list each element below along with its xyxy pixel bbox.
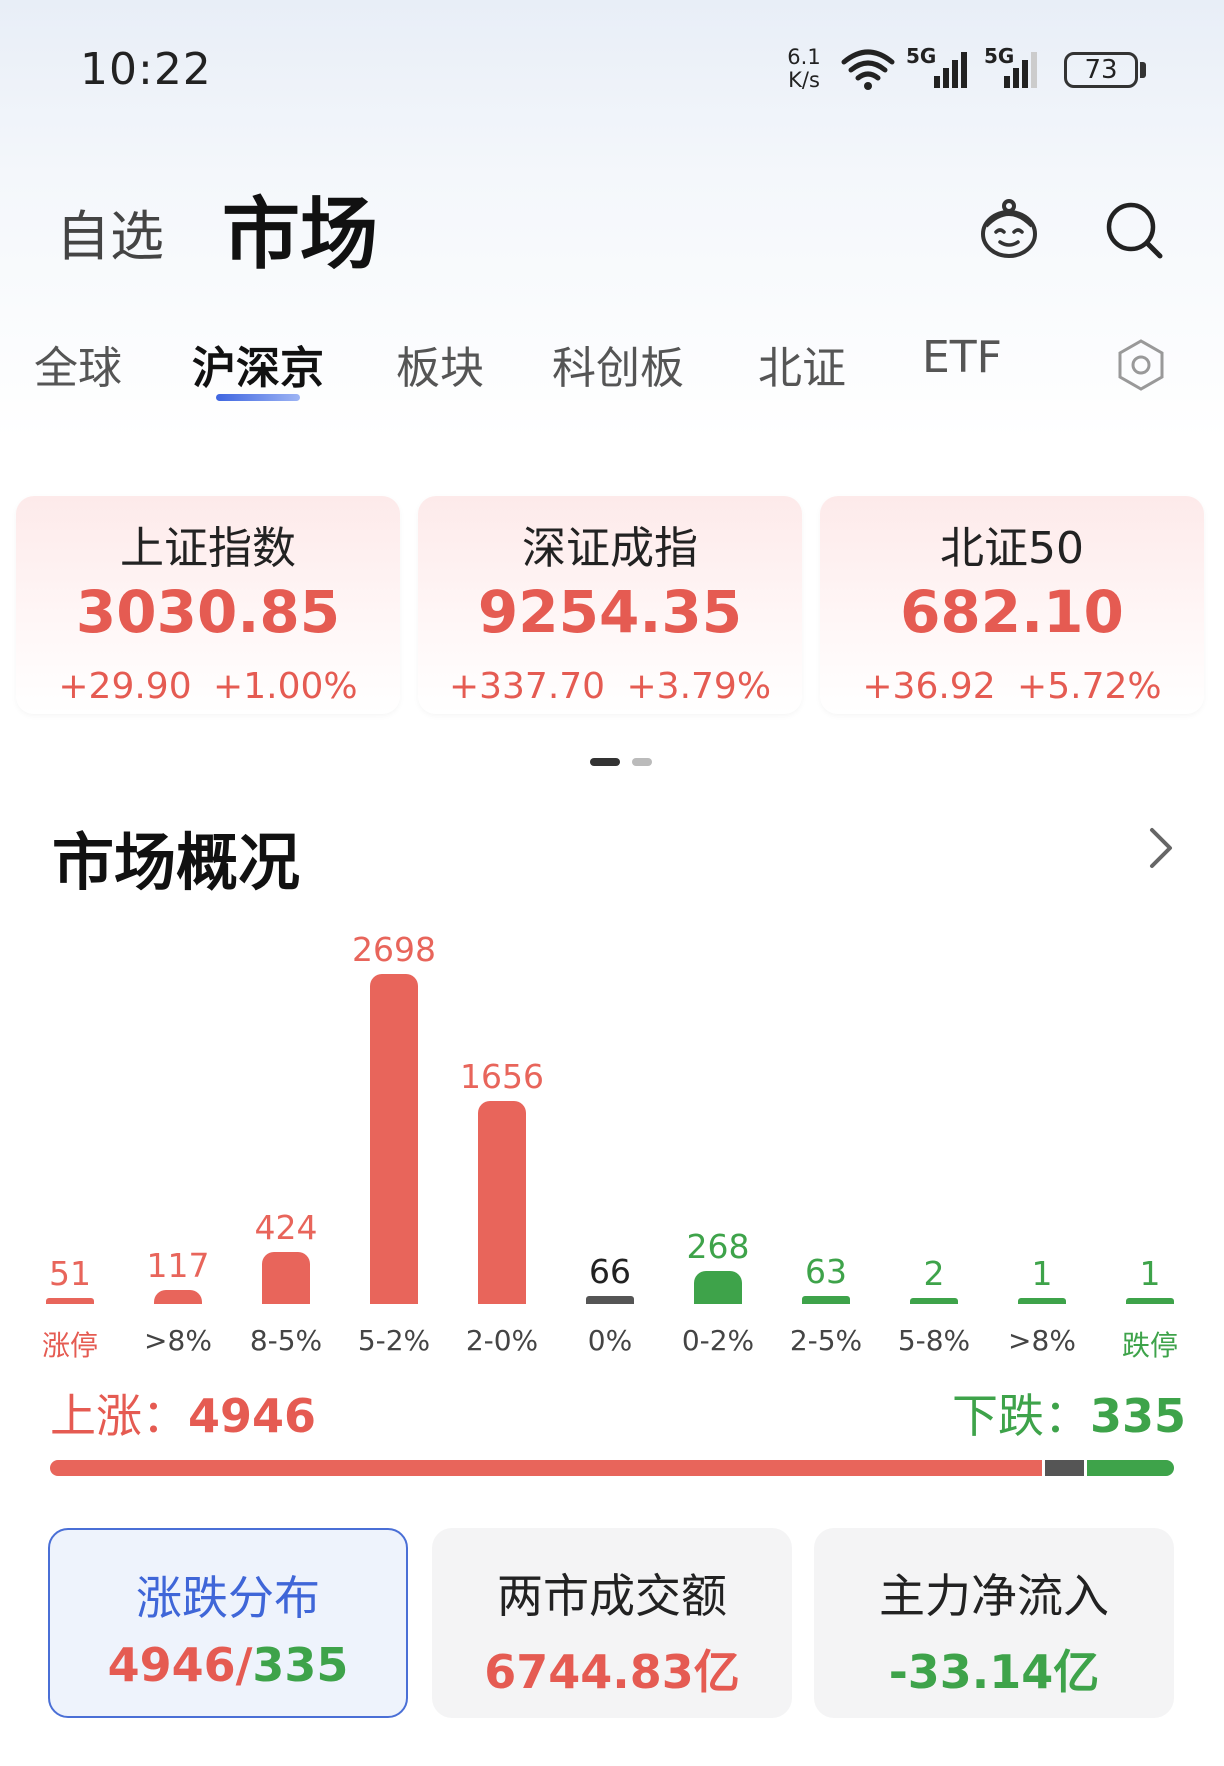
chevron-right-icon[interactable] [1146,826,1176,870]
chart-bar [46,1298,94,1304]
carousel-dot-active [590,758,620,766]
chart-value-label: 424 [254,1208,318,1247]
ratio-flat-segment [1045,1460,1084,1476]
nav-market[interactable]: 市场 [222,190,379,280]
index-card-shenzhen[interactable]: 深证成指 9254.35 +337.70 +3.79% [418,496,802,714]
chart-bar [1018,1298,1066,1304]
cell-signal-1: 5G [906,44,976,92]
nav-watchlist[interactable]: 自选 [56,205,164,268]
chart-bar [154,1290,202,1304]
card-value-sep: / [235,1638,253,1692]
ratio-down-segment [1087,1460,1174,1476]
card-value-down: 335 [252,1638,349,1692]
chart-bar [478,1101,526,1304]
chart-value-label: 1656 [460,1057,544,1096]
chart-value-label: 117 [146,1246,210,1285]
tab-hs-jing[interactable]: 沪深京 [192,343,324,394]
header-background [0,0,1224,440]
card-value-up: 4946 [107,1638,236,1692]
down-count: 下跌：335 [952,1380,1186,1446]
tab-sectors[interactable]: 板块 [396,343,484,394]
chart-value-label: 66 [589,1252,631,1291]
active-tab-indicator [216,394,300,401]
card-value: 6744.83亿 [484,1645,740,1699]
up-count: 上涨：4946 [50,1380,316,1446]
chart-value-label: 63 [805,1252,847,1291]
up-down-ratio-bar [50,1460,1174,1476]
index-card-shanghai[interactable]: 上证指数 3030.85 +29.90 +1.00% [16,496,400,714]
index-value: 3030.85 [75,578,341,646]
chart-category-label: 5-2% [357,1324,431,1357]
chart-category-label: 2-0% [465,1324,539,1357]
down-label: 下跌： [952,1389,1090,1443]
status-time: 10:22 [80,44,212,95]
card-up-down-distribution[interactable]: 涨跌分布 4946/335 [48,1528,408,1718]
card-title: 两市成交额 [497,1569,727,1623]
index-name: 北证50 [940,523,1084,574]
chart-bar [910,1298,958,1304]
index-card-beijing50[interactable]: 北证50 682.10 +36.92 +5.72% [820,496,1204,714]
tab-etf[interactable]: ETF [922,332,1002,383]
chart-category-label: 0% [587,1324,633,1357]
chart-value-label: 2 [923,1254,945,1293]
section-title: 市场概况 [52,826,301,899]
battery-icon: 73 [1064,52,1138,88]
chart-value-label: 268 [686,1227,750,1266]
index-value: 9254.35 [477,578,743,646]
chart-value-label: 51 [49,1254,91,1293]
index-name: 上证指数 [120,523,296,574]
network-speed-value: 6.1 [787,45,821,69]
battery-level: 73 [1084,55,1118,85]
signal-bars-icon [1004,52,1037,88]
search-icon[interactable] [1104,200,1166,262]
network-type-label: 5G [906,44,937,68]
signal-bars-icon [934,52,967,88]
chart-bar [1126,1298,1174,1304]
assistant-robot-icon[interactable] [976,198,1042,262]
network-speed: 6.1 K/s [784,46,824,92]
card-value: -33.14亿 [888,1645,1100,1699]
chart-value-label: 1 [1139,1254,1161,1293]
up-label: 上涨： [50,1389,188,1443]
tab-settings-icon[interactable] [1116,338,1166,392]
chart-bar [586,1296,634,1304]
ratio-up-segment [50,1460,1042,1476]
chart-category-label: 跌停 [1121,1329,1178,1362]
chart-category-label: >8% [144,1324,212,1357]
card-title: 涨跌分布 [136,1571,320,1625]
chart-value-label: 1 [1031,1254,1053,1293]
index-value: 682.10 [900,578,1124,646]
chart-bar [694,1271,742,1304]
network-speed-unit: K/s [788,68,820,92]
chart-category-label: 8-5% [249,1324,323,1357]
card-main-net-inflow[interactable]: 主力净流入 -33.14亿 [814,1528,1174,1718]
network-type-label: 5G [984,44,1015,68]
tab-beijing[interactable]: 北证 [758,343,846,394]
chart-category-label: 5-8% [897,1324,971,1357]
chart-category-label: 0-2% [681,1324,755,1357]
index-name: 深证成指 [522,523,698,574]
card-turnover[interactable]: 两市成交额 6744.83亿 [432,1528,792,1718]
chart-bar [370,974,418,1304]
card-title: 主力净流入 [879,1569,1109,1623]
chart-value-label: 2698 [352,930,436,969]
tab-star-market[interactable]: 科创板 [552,343,684,394]
chart-category-label: 涨停 [41,1329,98,1362]
chart-category-label: 2-5% [789,1324,863,1357]
carousel-dot [632,758,652,766]
chart-bar [802,1296,850,1304]
down-value: 335 [1090,1389,1187,1443]
wifi-icon [841,49,895,90]
index-change: +337.70 +3.79% [448,666,772,707]
battery-tip [1140,62,1146,78]
up-value: 4946 [188,1389,317,1443]
index-change: +29.90 +1.00% [58,666,358,707]
chart-bar [262,1252,310,1304]
index-change: +36.92 +5.72% [862,666,1162,707]
tab-global[interactable]: 全球 [34,343,122,394]
cell-signal-2: 5G [984,44,1054,92]
chart-category-label: >8% [1008,1324,1076,1357]
card-value: 4946/335 [50,1638,406,1692]
